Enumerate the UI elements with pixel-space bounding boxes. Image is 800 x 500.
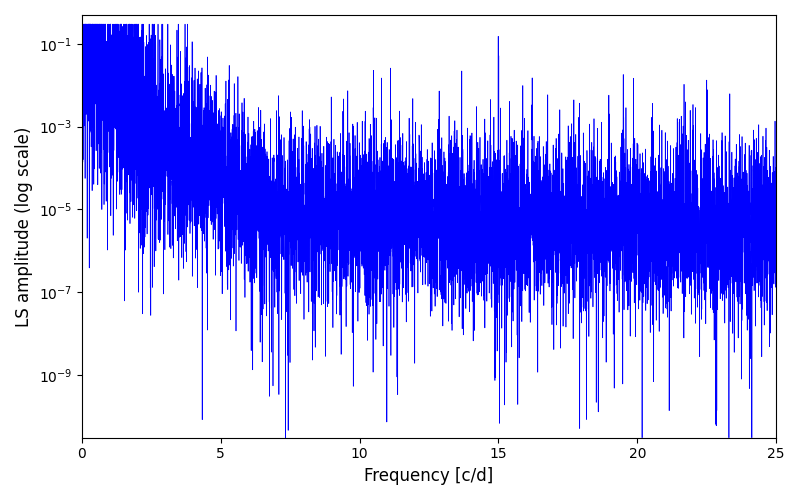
X-axis label: Frequency [c/d]: Frequency [c/d]: [364, 467, 494, 485]
Y-axis label: LS amplitude (log scale): LS amplitude (log scale): [15, 126, 33, 326]
